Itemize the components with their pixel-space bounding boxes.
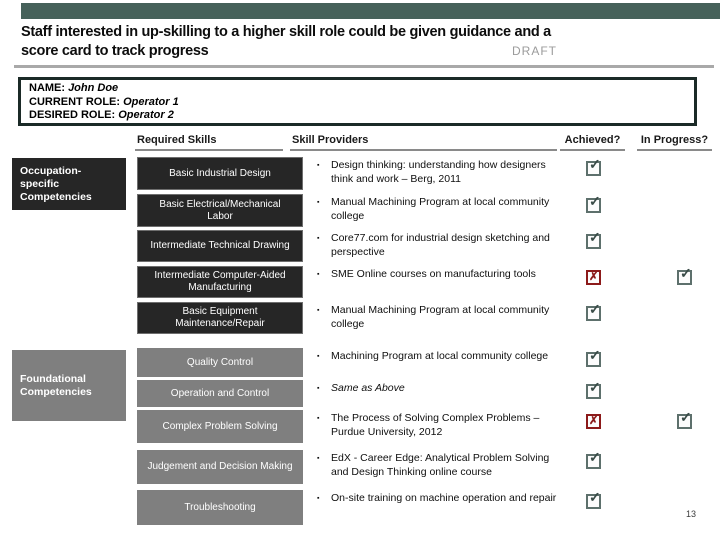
skill-label: Judgement and Decision Making (137, 450, 303, 484)
provider-text: SME Online courses on manufacturing tool… (331, 268, 536, 280)
provider-text: On-site training on machine operation an… (331, 492, 557, 504)
current-role-value: Operator 1 (123, 95, 179, 108)
table-row: Basic Industrial Design ▪ Design thinkin… (0, 156, 720, 190)
provider-text: Same as Above (331, 382, 405, 394)
provider-text: Machining Program at local community col… (331, 350, 549, 362)
provider-text: Core77.com for industrial design sketchi… (331, 232, 550, 258)
achieved-checkbox[interactable] (586, 301, 601, 321)
category-foundational: Foundational Competencies (12, 350, 126, 421)
table-row: Basic Equipment Maintenance/Repair ▪ Man… (0, 301, 720, 334)
bullet-icon: ▪ (317, 199, 320, 206)
profile-name-row: NAME: John Doe (29, 82, 694, 96)
table-row: Operation and Control ▪ Same as Above (0, 379, 720, 407)
provider-text: EdX - Career Edge: Analytical Problem So… (331, 452, 550, 478)
skill-label: Basic Industrial Design (137, 157, 303, 190)
table-row: Judgement and Decision Making ▪ EdX - Ca… (0, 449, 720, 484)
provider-text: Manual Machining Program at local commun… (331, 196, 550, 222)
skill-label: Complex Problem Solving (137, 410, 303, 443)
achieved-checkbox[interactable] (586, 489, 601, 509)
title-divider (14, 65, 714, 68)
achieved-checkbox[interactable] (586, 270, 601, 285)
bullet-icon: ▪ (317, 307, 320, 314)
bullet-icon: ▪ (317, 415, 320, 422)
page-title-line1: Staff interested in up-skilling to a hig… (21, 24, 551, 40)
table-row: Intermediate Technical Drawing ▪ Core77.… (0, 229, 720, 262)
table-row: Quality Control ▪ Machining Program at l… (0, 347, 720, 377)
desired-role-value: Operator 2 (118, 109, 174, 121)
bullet-icon: ▪ (317, 385, 320, 392)
achieved-checkbox[interactable] (586, 379, 601, 399)
achieved-checkbox[interactable] (586, 229, 601, 249)
skill-label: Troubleshooting (137, 490, 303, 525)
profile-card: NAME: John Doe CURRENT ROLE: Operator 1 DE… (18, 77, 697, 126)
page-number: 13 (686, 509, 697, 519)
bullet-icon: ▪ (317, 455, 320, 462)
name-value: John Doe (68, 82, 119, 94)
achieved-checkbox[interactable] (586, 347, 601, 367)
skill-label: Operation and Control (137, 380, 303, 407)
table-row: Complex Problem Solving ▪ The Process of… (0, 409, 720, 443)
achieved-checkbox[interactable] (586, 449, 601, 469)
page-title: Staff interested in up-skilling to a hig… (21, 23, 551, 61)
profile-desired-role-row: DESIRED ROLE: Operator 2 (29, 109, 694, 123)
bullet-icon: ▪ (317, 495, 320, 502)
achieved-checkbox[interactable] (586, 156, 601, 176)
bullet-icon: ▪ (317, 353, 320, 360)
page-title-line2: score card to track progress (21, 43, 209, 59)
column-header-in-progress: In Progress? (637, 134, 712, 151)
bullet-icon: ▪ (317, 271, 320, 278)
top-accent-bar (21, 3, 720, 19)
table-row: Troubleshooting ▪ On-site training on ma… (0, 489, 720, 525)
current-role-label: CURRENT ROLE: (29, 95, 121, 108)
bullet-icon: ▪ (317, 162, 320, 169)
category-occupation-specific: Occupation-specific Competencies (12, 158, 126, 210)
in-progress-checkbox[interactable] (677, 409, 692, 429)
skill-label: Basic Electrical/Mechanical Labor (137, 194, 303, 227)
draft-watermark: DRAFT (512, 44, 557, 58)
achieved-checkbox[interactable] (586, 193, 601, 213)
profile-current-role-row: CURRENT ROLE: Operator 1 (29, 96, 694, 110)
table-row: Basic Electrical/Mechanical Labor ▪ Manu… (0, 193, 720, 227)
provider-text: Design thinking: understanding how desig… (331, 159, 546, 185)
desired-role-label: DESIRED ROLE: (29, 109, 116, 121)
column-header-required-skills: Required Skills (135, 134, 283, 151)
table-row: Intermediate Computer-Aided Manufacturin… (0, 265, 720, 298)
column-header-achieved: Achieved? (560, 134, 625, 151)
provider-text: Manual Machining Program at local commun… (331, 304, 550, 330)
name-label: NAME: (29, 82, 66, 94)
skill-label: Intermediate Technical Drawing (137, 230, 303, 262)
skill-label: Quality Control (137, 348, 303, 377)
skill-label: Basic Equipment Maintenance/Repair (137, 302, 303, 334)
achieved-checkbox[interactable] (586, 414, 601, 429)
column-header-skill-providers: Skill Providers (290, 134, 557, 151)
provider-text: The Process of Solving Complex Problems … (331, 412, 540, 438)
skill-label: Intermediate Computer-Aided Manufacturin… (137, 266, 303, 298)
bullet-icon: ▪ (317, 235, 320, 242)
in-progress-checkbox[interactable] (677, 265, 692, 285)
